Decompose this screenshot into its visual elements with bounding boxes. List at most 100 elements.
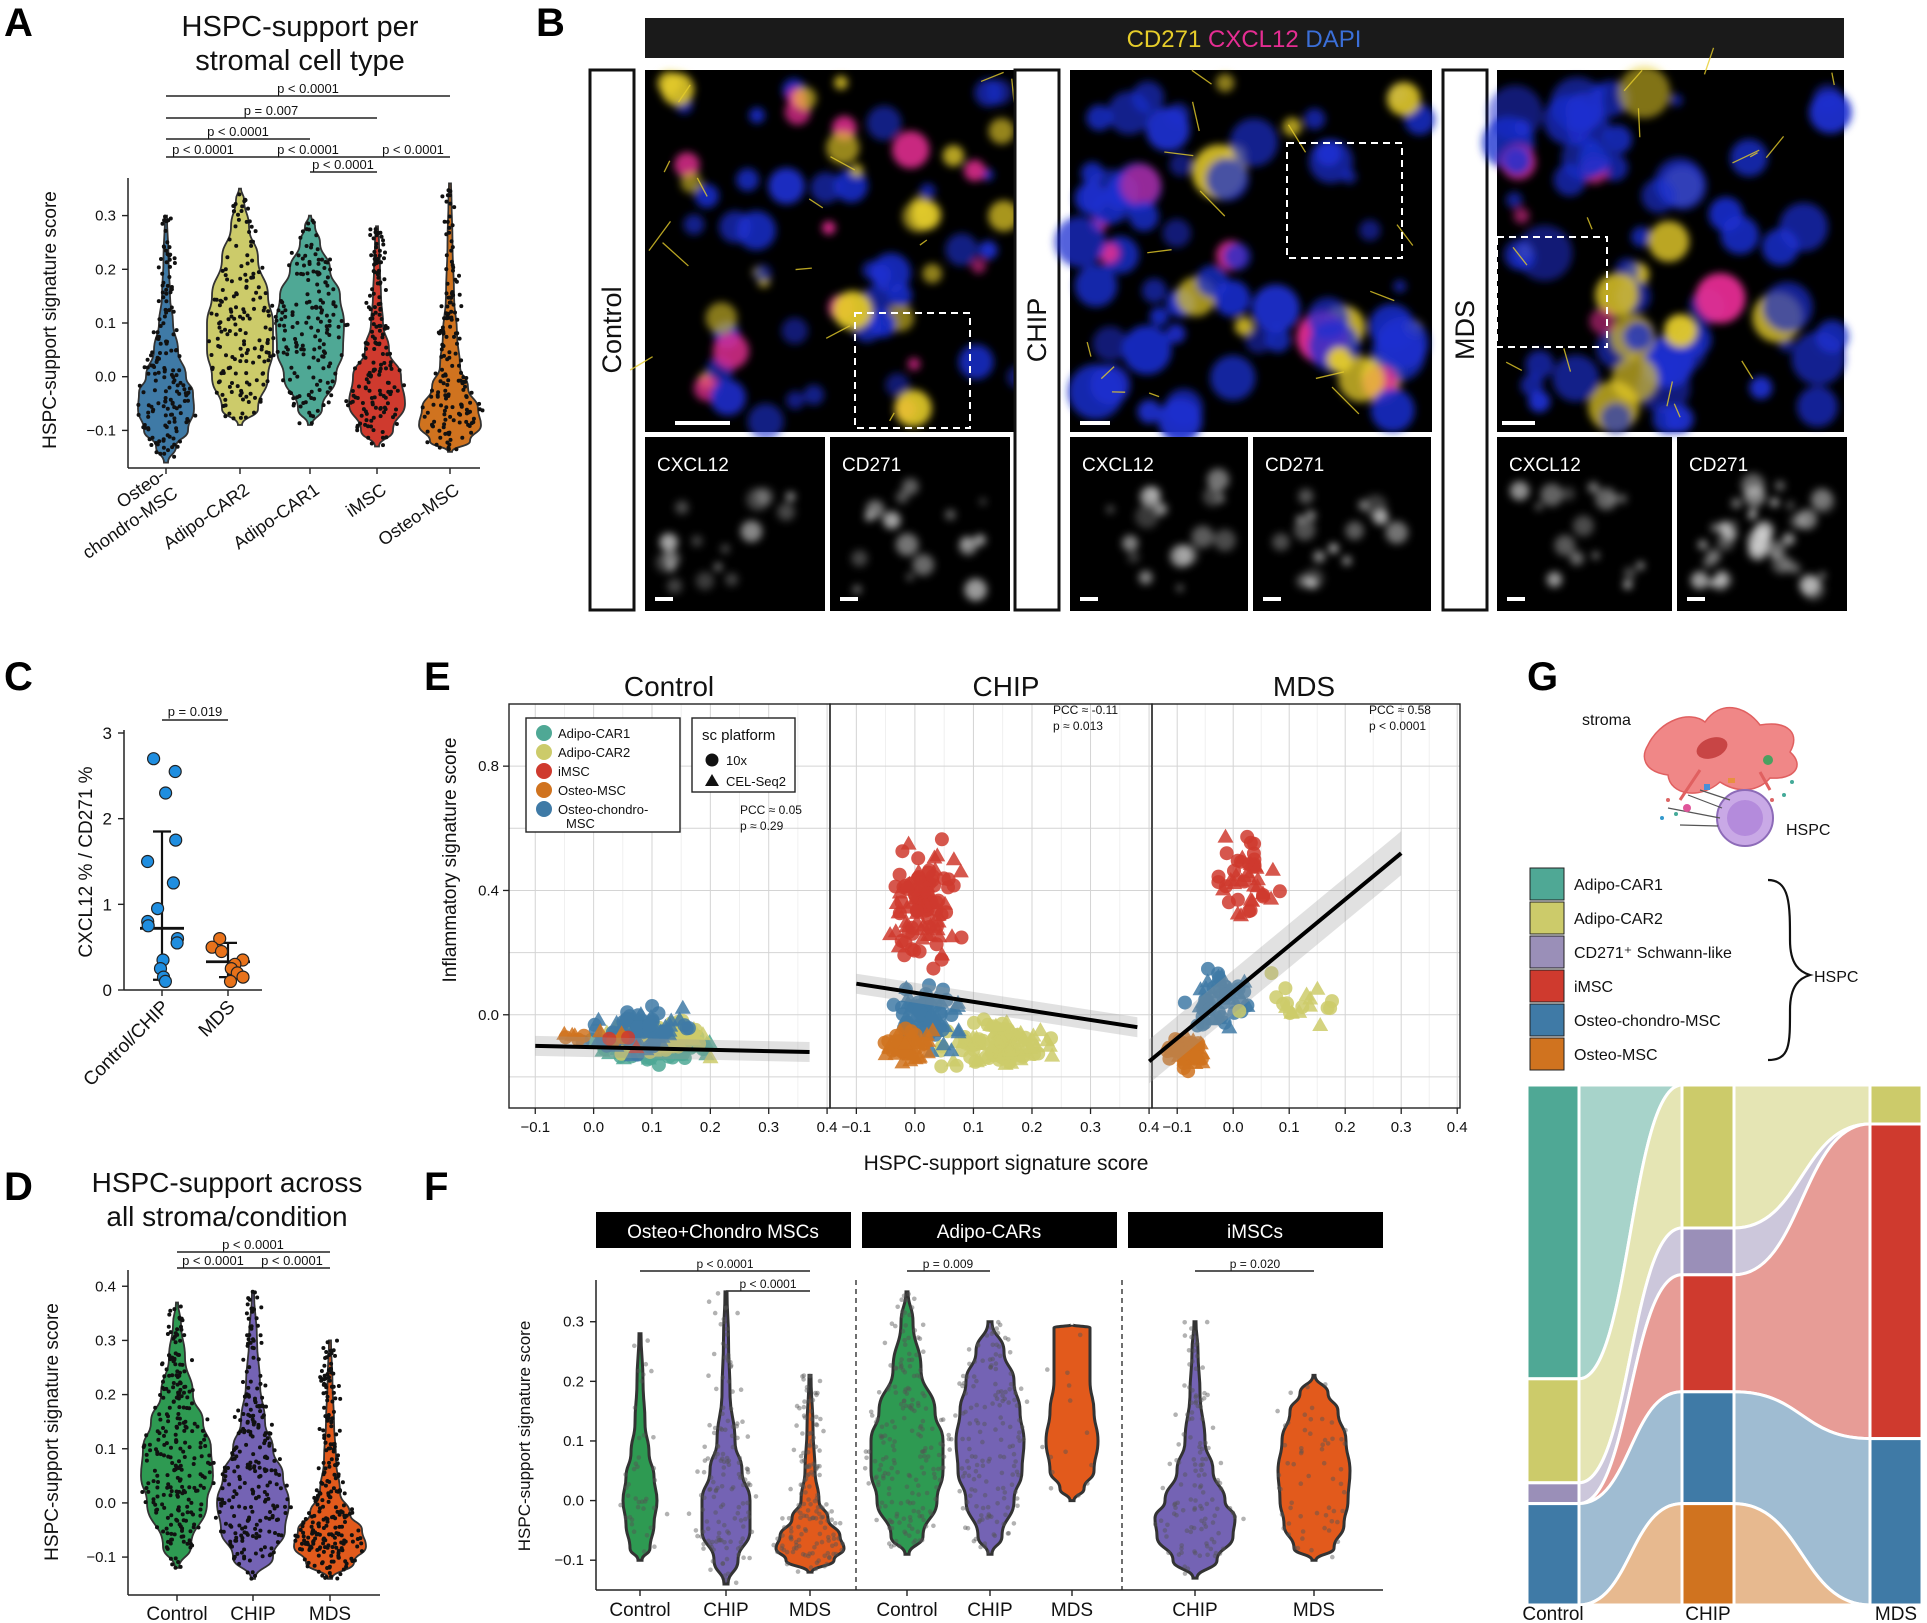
data-point xyxy=(144,1458,149,1463)
data-point xyxy=(989,1331,995,1336)
data-point xyxy=(315,408,320,413)
data-point xyxy=(262,1433,267,1438)
data-point xyxy=(323,1466,328,1471)
data-point xyxy=(805,1508,811,1513)
data-point xyxy=(1174,1512,1179,1518)
data-point xyxy=(887,1518,892,1523)
data-point xyxy=(244,1369,249,1374)
data-point xyxy=(381,238,385,243)
data-point xyxy=(882,1470,888,1476)
cd271-filament xyxy=(1191,69,1212,85)
data-point xyxy=(437,428,442,433)
data-point xyxy=(730,1444,736,1450)
data-point xyxy=(449,309,454,314)
data-point xyxy=(359,413,364,418)
panel-f-strip-3 xyxy=(1128,1212,1383,1248)
data-point xyxy=(1006,1337,1011,1342)
cd271-filament xyxy=(1666,381,1674,407)
data-point xyxy=(900,881,915,896)
data-point xyxy=(953,1413,958,1418)
stain-spot xyxy=(834,169,868,203)
data-point xyxy=(796,1524,801,1530)
data-point xyxy=(957,1381,962,1386)
data-point xyxy=(1325,1441,1331,1446)
data-point xyxy=(236,970,250,984)
data-point xyxy=(1213,1550,1219,1556)
data-point xyxy=(363,409,368,414)
data-point xyxy=(620,1005,635,1020)
data-point xyxy=(169,1513,174,1518)
data-point xyxy=(336,324,341,329)
data-point xyxy=(178,1564,183,1569)
data-point xyxy=(890,1443,896,1449)
stain-spot xyxy=(1552,354,1600,402)
data-point xyxy=(309,389,314,394)
data-point xyxy=(144,1433,149,1438)
data-point xyxy=(464,419,469,424)
data-point xyxy=(904,1391,910,1396)
data-point xyxy=(369,253,374,258)
data-point xyxy=(146,403,151,408)
data-point xyxy=(631,1466,637,1472)
data-point xyxy=(264,1404,268,1409)
data-point xyxy=(136,402,141,407)
data-point xyxy=(811,1461,816,1466)
data-point xyxy=(1218,1486,1224,1491)
panel-c-ylabel: CXCL12 % / CD271 % xyxy=(76,766,97,957)
data-point xyxy=(967,1421,973,1426)
data-point xyxy=(1048,1454,1054,1460)
data-point xyxy=(337,1428,342,1433)
data-point xyxy=(358,421,363,426)
data-point xyxy=(187,1406,192,1411)
data-point xyxy=(394,407,398,412)
data-point xyxy=(304,227,309,232)
data-point xyxy=(1198,1462,1204,1468)
data-point xyxy=(445,219,450,224)
data-point xyxy=(998,1437,1004,1443)
data-point xyxy=(1006,1530,1011,1536)
data-point xyxy=(260,371,265,376)
data-point xyxy=(704,1519,710,1524)
data-point xyxy=(163,1429,168,1434)
data-point xyxy=(686,1511,692,1516)
data-point xyxy=(887,923,904,938)
data-point xyxy=(809,1470,814,1475)
data-point xyxy=(1338,1467,1344,1472)
data-point xyxy=(796,1537,802,1543)
data-point xyxy=(223,1521,228,1526)
data-point xyxy=(799,1531,804,1537)
data-point xyxy=(304,320,309,325)
data-point xyxy=(446,447,451,452)
data-point xyxy=(156,370,161,375)
data-point xyxy=(1011,1451,1017,1457)
data-point xyxy=(164,425,169,429)
cd271-filament xyxy=(889,412,895,422)
data-point xyxy=(447,214,452,219)
data-point xyxy=(174,348,179,352)
data-point xyxy=(1309,1547,1314,1553)
data-point xyxy=(1200,1456,1205,1462)
data-point xyxy=(993,1427,998,1432)
data-point xyxy=(807,1442,812,1448)
data-point xyxy=(995,1501,1000,1506)
data-point xyxy=(327,1464,332,1469)
data-point xyxy=(156,265,161,270)
signal-spot xyxy=(1328,543,1339,554)
data-point xyxy=(342,1491,347,1496)
data-point xyxy=(902,1310,908,1315)
data-point xyxy=(279,317,284,322)
signal-spot xyxy=(1272,533,1290,551)
data-point xyxy=(247,230,252,234)
data-point xyxy=(293,337,298,341)
data-point xyxy=(185,1541,190,1546)
data-point xyxy=(900,1367,906,1373)
data-point xyxy=(324,330,329,335)
data-point xyxy=(165,433,170,438)
data-point xyxy=(972,1359,978,1364)
data-point xyxy=(946,1436,952,1442)
data-point xyxy=(323,1483,328,1488)
data-point xyxy=(840,1541,845,1547)
data-point xyxy=(952,863,969,878)
data-point xyxy=(807,1374,813,1379)
